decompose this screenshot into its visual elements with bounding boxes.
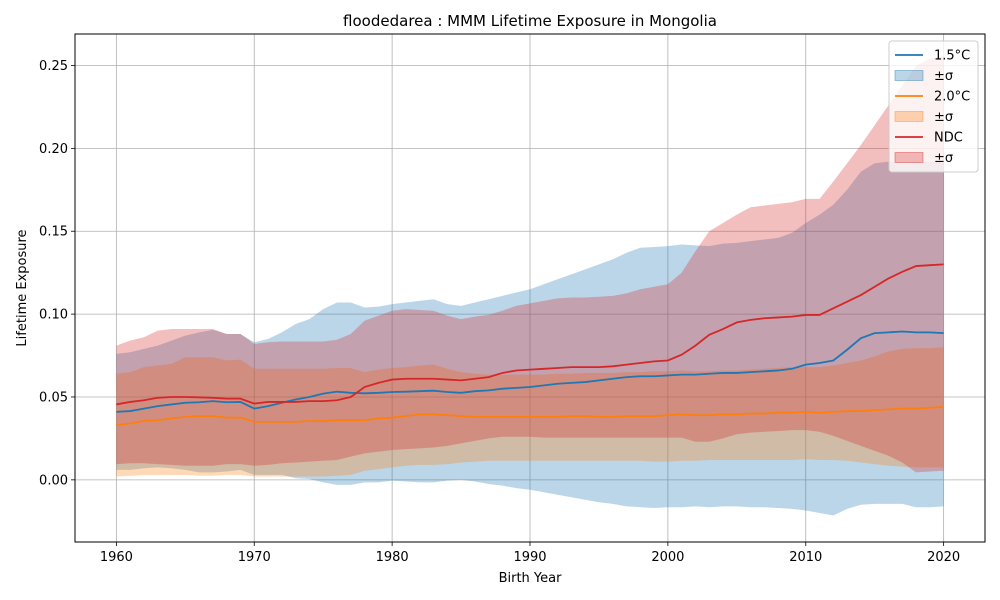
legend-label-2-0-c: 2.0°C (934, 90, 970, 105)
line-2-0-c (116, 406, 944, 427)
band-2-0-c (116, 347, 944, 477)
x-tick-label: 2010 (789, 550, 822, 565)
x-axis-label: Birth Year (499, 571, 563, 586)
grid (75, 34, 985, 542)
y-tick-label: 0.15 (39, 225, 68, 240)
legend-swatch-2-0-c (894, 111, 924, 122)
y-tick-label: 0.05 (39, 390, 68, 405)
legend-swatch-1-5-c (894, 70, 924, 81)
x-tick-label: 1960 (100, 550, 133, 565)
y-axis-ticks: 0.00 0.05 0.10 0.15 0.20 0.25 (39, 59, 75, 488)
legend-band-label-ndc: ±σ (934, 151, 953, 166)
confidence-bands (116, 55, 944, 516)
x-tick-label: 2000 (651, 550, 684, 565)
y-tick-label: 0.00 (39, 473, 68, 488)
y-tick-label: 0.20 (39, 142, 68, 157)
y-axis-label: Lifetime Exposure (15, 229, 30, 346)
legend-band-label-1-5-c: ±σ (934, 69, 953, 84)
chart-title: floodedarea : MMM Lifetime Exposure in M… (343, 12, 717, 30)
legend-band-label-2-0-c: ±σ (934, 110, 953, 125)
x-tick-label: 1970 (238, 550, 271, 565)
line-1-5-c (116, 330, 944, 413)
x-axis-ticks: 1960 1970 1980 1990 2000 2010 2020 (100, 542, 960, 565)
legend-label-1-5-c: 1.5°C (934, 49, 970, 64)
legend-label-ndc: NDC (934, 131, 963, 146)
band-ndc (116, 55, 944, 473)
x-tick-label: 1980 (376, 550, 409, 565)
y-tick-label: 0.25 (39, 59, 68, 74)
y-tick-label: 0.10 (39, 308, 68, 323)
legend: 1.5°C ±σ 2.0°C ±σ NDC ±σ (888, 40, 979, 173)
legend-box (888, 40, 979, 173)
x-tick-label: 1990 (513, 550, 546, 565)
band-1-5-c (116, 161, 944, 516)
legend-swatch-ndc (894, 152, 924, 163)
plot-area (74, 33, 986, 543)
series-lines (116, 263, 944, 427)
line-ndc (116, 263, 944, 406)
x-tick-label: 2020 (927, 550, 960, 565)
